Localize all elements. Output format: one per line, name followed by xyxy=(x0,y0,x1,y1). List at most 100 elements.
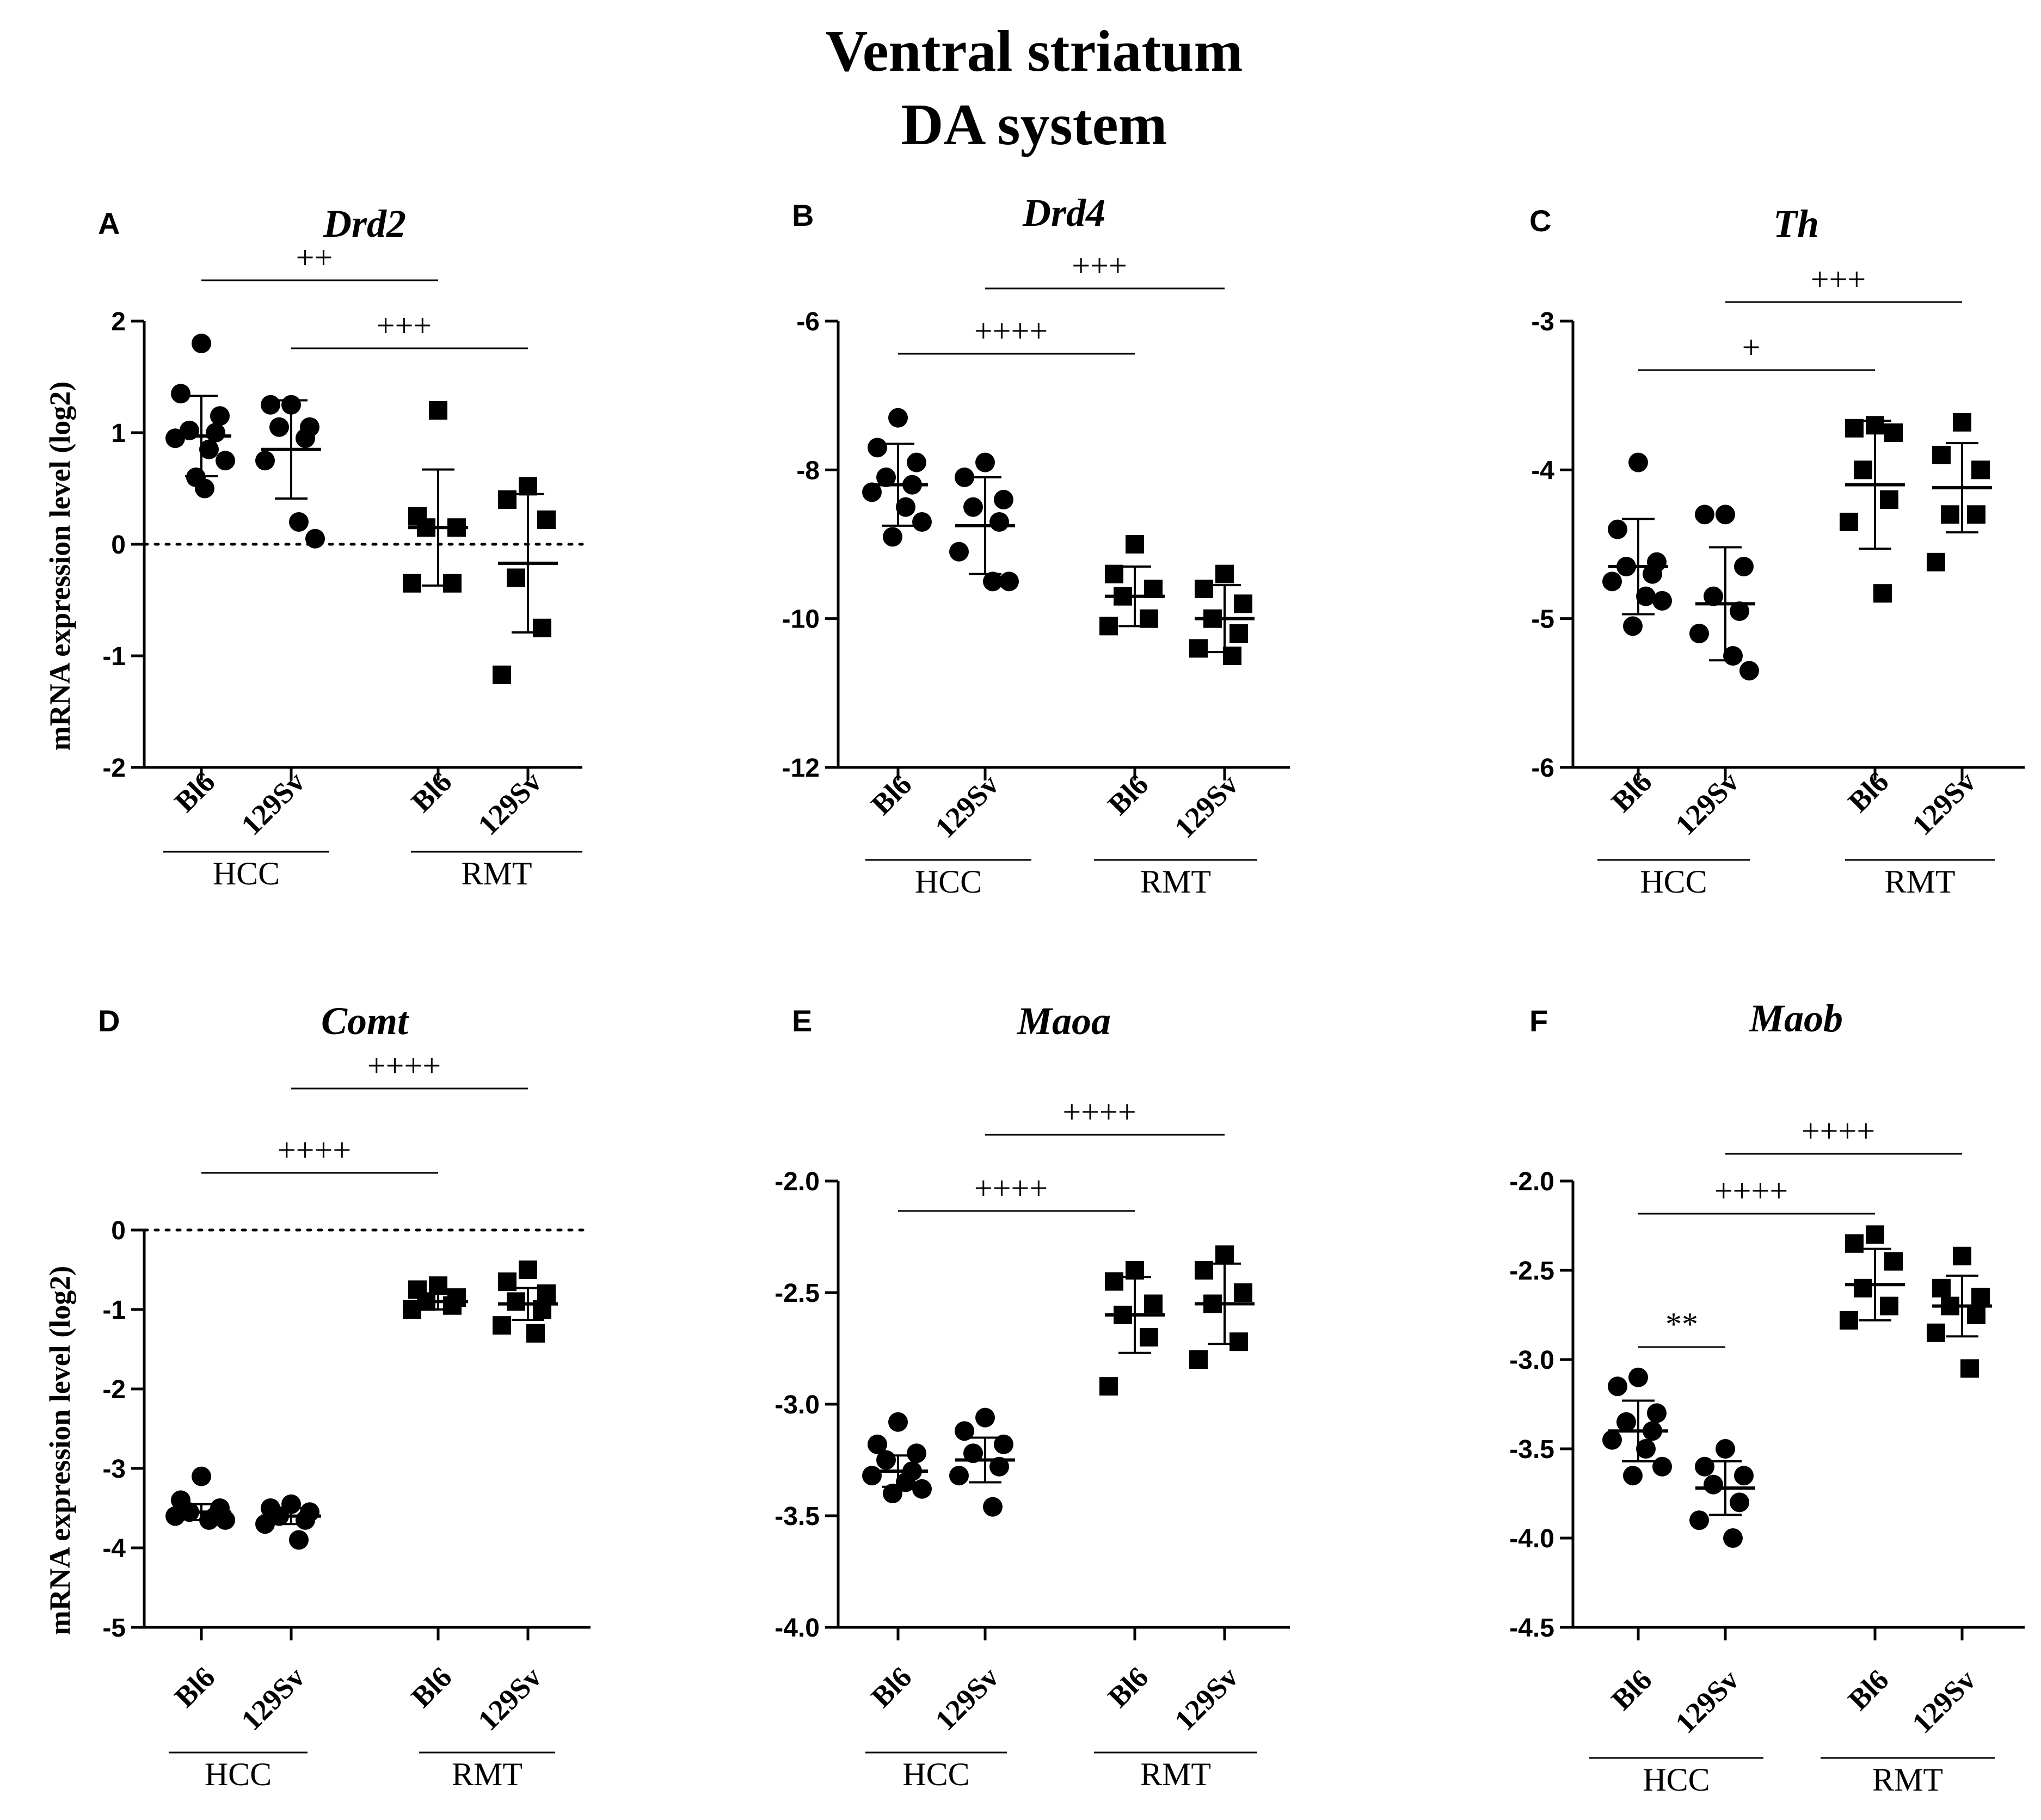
category-label: 129Sv xyxy=(929,1661,1005,1737)
data-point xyxy=(876,1450,896,1470)
comparison-label: ++++ xyxy=(974,313,1048,349)
data-point xyxy=(1734,1466,1754,1486)
data-point xyxy=(1616,1412,1636,1432)
data-point xyxy=(305,528,325,549)
data-point xyxy=(255,451,275,471)
panel-letter: E xyxy=(792,1004,812,1038)
y-axis-label: mRNA expression level (log2) xyxy=(44,1266,76,1635)
group-label: RMT xyxy=(1884,864,1955,900)
category-label: 129Sv xyxy=(471,765,548,841)
panels: A Drd2 2 1 0 -1 -2 mRNA expression level (log2)… xyxy=(44,191,2025,1798)
y-tick-label: -3.5 xyxy=(1509,1435,1554,1464)
data-point xyxy=(1144,1294,1163,1313)
data-point xyxy=(1854,460,1872,479)
comparison-label: +++ xyxy=(1811,261,1866,297)
chart-panel-d: D Comt 0 -1 -2 -3 -4 -5 mRNA expression level (l… xyxy=(44,999,592,1792)
data-point xyxy=(429,1276,447,1295)
y-tick-label: 0 xyxy=(111,1216,126,1245)
data-point xyxy=(210,406,230,426)
data-point xyxy=(1873,584,1892,603)
series-rmt-bl6 xyxy=(1840,1225,1905,1330)
data-point xyxy=(955,468,974,487)
category-label: Bl6 xyxy=(1605,765,1658,819)
data-point xyxy=(1932,1278,1951,1298)
data-point xyxy=(1105,564,1123,583)
category-label: Bl6 xyxy=(405,1661,458,1714)
data-point xyxy=(1229,624,1248,643)
series-rmt-129sv xyxy=(1189,1245,1255,1369)
data-point xyxy=(1223,647,1241,665)
panel-letter: A xyxy=(98,206,120,241)
data-point xyxy=(261,395,280,415)
category-label: 129Sv xyxy=(235,765,311,841)
data-point xyxy=(1730,601,1749,621)
data-point xyxy=(1652,1456,1672,1477)
data-point xyxy=(1723,1528,1743,1548)
data-point xyxy=(975,1407,995,1428)
category-label: Bl6 xyxy=(1102,1661,1155,1714)
data-point xyxy=(963,1443,983,1464)
category-label: Bl6 xyxy=(1102,768,1155,821)
series-hcc-bl6 xyxy=(862,1412,932,1503)
data-point xyxy=(1716,505,1735,525)
data-point xyxy=(912,1479,932,1499)
group-label: HCC xyxy=(1643,1762,1710,1798)
data-point xyxy=(1234,1283,1252,1302)
series-rmt-bl6 xyxy=(403,401,468,593)
category-label: 129Sv xyxy=(1669,765,1745,841)
y-tick-label: -3.5 xyxy=(774,1502,820,1531)
data-point xyxy=(983,571,1003,592)
data-point xyxy=(1730,1492,1749,1512)
group-label: HCC xyxy=(902,1756,969,1792)
y-tick-label: 0 xyxy=(111,531,126,559)
data-point xyxy=(1105,1272,1123,1291)
y-tick-label: 2 xyxy=(111,308,126,336)
y-tick-label: -4 xyxy=(1531,456,1554,485)
series-hcc-129sv xyxy=(255,1494,321,1550)
data-point xyxy=(1734,557,1754,576)
series-hcc-129sv xyxy=(255,395,325,549)
comparison-label: ++++ xyxy=(278,1132,351,1168)
comparison-label: + xyxy=(1742,329,1761,365)
group-label: RMT xyxy=(1140,1756,1211,1792)
data-point xyxy=(1704,586,1723,606)
data-point xyxy=(1628,1367,1648,1387)
data-point xyxy=(206,423,225,442)
data-point xyxy=(1623,616,1643,636)
data-point xyxy=(1229,1332,1248,1351)
data-point xyxy=(1953,1246,1971,1265)
panel-title: Drd2 xyxy=(323,202,406,245)
data-point xyxy=(1608,1376,1627,1397)
data-point xyxy=(1927,1323,1945,1342)
y-tick-label: -2.5 xyxy=(1509,1257,1554,1286)
data-point xyxy=(949,1466,969,1486)
data-point xyxy=(1884,1252,1903,1271)
data-point xyxy=(862,482,882,502)
y-tick-label: -1 xyxy=(102,642,126,671)
data-point xyxy=(1608,519,1627,539)
comparison-label: ++++ xyxy=(367,1048,441,1084)
data-point xyxy=(994,490,1013,509)
data-point xyxy=(1140,1328,1158,1346)
data-point xyxy=(1602,1430,1622,1450)
series-hcc-bl6 xyxy=(862,408,932,547)
data-point xyxy=(165,1506,185,1526)
data-point xyxy=(1884,423,1903,442)
data-point xyxy=(1739,661,1759,681)
data-point xyxy=(955,1421,974,1441)
data-point xyxy=(429,401,447,420)
data-point xyxy=(883,527,902,547)
data-point xyxy=(519,1261,537,1279)
data-point xyxy=(519,477,537,496)
comparison-label: ++++ xyxy=(1802,1113,1875,1149)
category-label: 129Sv xyxy=(929,768,1005,844)
series-hcc-bl6 xyxy=(165,334,235,499)
data-point xyxy=(192,334,211,353)
category-label: Bl6 xyxy=(405,765,458,819)
data-point xyxy=(862,1466,882,1486)
data-point xyxy=(403,574,421,593)
y-tick-label: -2.0 xyxy=(774,1167,820,1196)
